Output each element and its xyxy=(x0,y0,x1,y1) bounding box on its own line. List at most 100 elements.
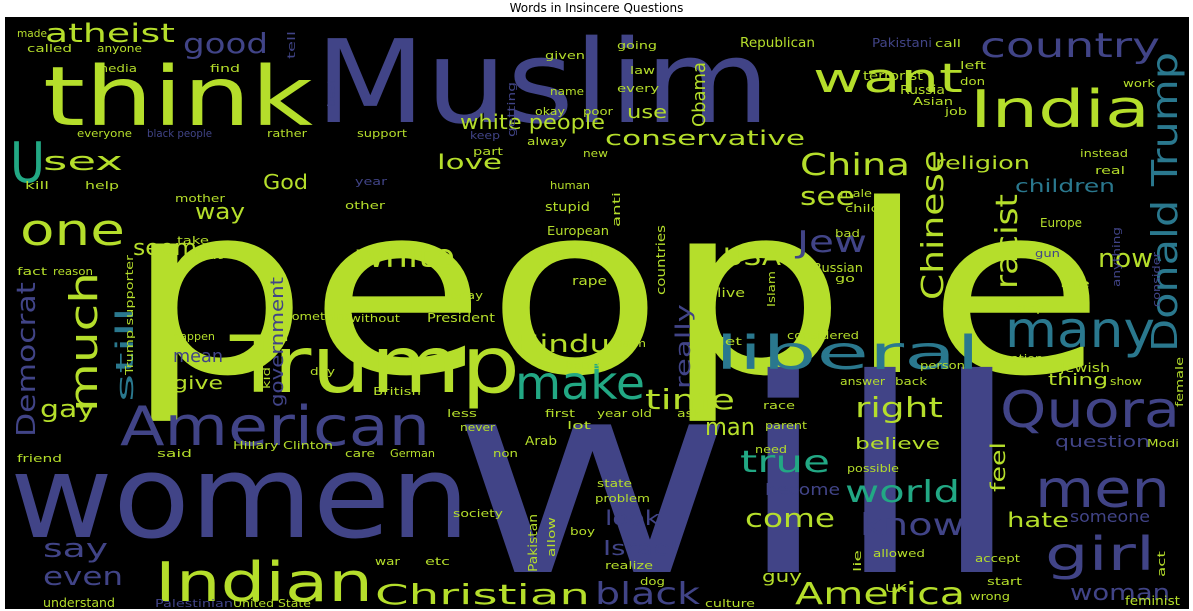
word-someone: someone xyxy=(1070,507,1150,526)
word-getting: getting xyxy=(505,82,518,137)
word-let: let xyxy=(720,335,743,348)
word-real: real xyxy=(1095,164,1125,177)
word-hate: hate xyxy=(1007,508,1069,532)
word-going: going xyxy=(617,39,657,52)
word-parent: parent xyxy=(765,419,808,432)
word-best: best xyxy=(325,78,338,107)
word-law: law xyxy=(630,64,655,77)
word-atheist: atheist xyxy=(45,19,175,49)
word-girl: girl xyxy=(1045,527,1155,581)
word-jewish: Jewish xyxy=(1059,361,1110,375)
word-made: made xyxy=(17,27,47,40)
word-hindu: Hindu xyxy=(515,330,610,358)
word-german: German xyxy=(390,447,435,460)
word-christian: Christian xyxy=(375,578,590,609)
word-true: true xyxy=(740,445,830,480)
word-consider: consider xyxy=(1150,251,1163,307)
word-government: government xyxy=(267,277,288,407)
word-countries: countries xyxy=(654,225,668,295)
word-indian: Indian xyxy=(155,551,373,609)
word-stop: stop xyxy=(1015,302,1045,315)
word-come: come xyxy=(745,504,835,534)
word-wrong: wrong xyxy=(970,590,1010,603)
word-boy: boy xyxy=(570,525,596,538)
word-way: way xyxy=(195,200,245,225)
word-etc: etc xyxy=(425,555,450,568)
word-hillary-clinton: Hillary Clinton xyxy=(233,439,333,452)
word-care: care xyxy=(345,447,375,460)
word-trump: Trump xyxy=(229,321,520,411)
word-state: state xyxy=(597,477,632,490)
word-media: media xyxy=(95,62,137,75)
word-act: act xyxy=(1155,550,1168,577)
word-something: something xyxy=(285,310,353,323)
word-person: person xyxy=(920,359,965,372)
word-trump-supporter: Trump supporter xyxy=(123,254,136,376)
word-answer: answer xyxy=(840,375,886,388)
word-chinese: Chinese xyxy=(916,150,951,300)
word-sex: sex xyxy=(43,147,123,177)
word-pakistan: Pakistan xyxy=(526,514,540,572)
cloud-background xyxy=(5,17,1189,609)
word-seem: seem xyxy=(133,236,197,261)
word-really: really xyxy=(671,304,695,389)
word-better: better xyxy=(565,359,606,372)
word-allow: allow xyxy=(545,517,558,557)
word-will: will xyxy=(450,321,1025,609)
word-happen: happen xyxy=(173,330,215,343)
word-problem: problem xyxy=(595,492,650,505)
word-gun: gun xyxy=(1035,247,1060,260)
word-friend: friend xyxy=(17,452,62,465)
word-country: country xyxy=(980,26,1160,66)
word-cloud-canvas: people will Muslim women Trump think Ind… xyxy=(5,17,1189,609)
word-use: use xyxy=(627,102,667,123)
word-dog: dog xyxy=(640,575,665,588)
word-stupid: stupid xyxy=(545,200,590,214)
word-rather: rather xyxy=(267,127,308,140)
word-black-people: black people xyxy=(147,127,212,140)
word-america: America xyxy=(795,577,965,609)
word-look: look xyxy=(605,506,661,530)
word-actually: actually xyxy=(545,247,604,260)
word-white-people: white people xyxy=(460,110,605,134)
word-india: India xyxy=(970,80,1150,140)
word-u: U xyxy=(10,131,45,196)
word-question: question xyxy=(1055,432,1150,451)
word-kid: kid xyxy=(260,367,273,389)
word-want: want xyxy=(813,56,963,102)
word-anti: anti xyxy=(610,192,623,227)
word-part: part xyxy=(473,145,504,158)
word-good: good xyxy=(183,27,268,60)
word-without: without xyxy=(350,312,401,325)
word-think: think xyxy=(43,50,314,145)
word-women: women xyxy=(10,431,470,565)
word-nation: nation xyxy=(1003,352,1043,365)
word-palestinian: Palestinian xyxy=(155,597,233,609)
word-woman: woman xyxy=(1070,581,1170,606)
word-need: need xyxy=(755,443,787,456)
word-black: black xyxy=(595,577,701,609)
word-arab: Arab xyxy=(525,434,557,448)
word-new: new xyxy=(583,147,608,160)
word-live: live xyxy=(717,286,745,300)
word-life: life xyxy=(1060,277,1090,290)
word-much: much xyxy=(62,272,106,412)
word-claim: claim xyxy=(612,337,646,350)
cloud-title: Words in Insincere Questions xyxy=(509,1,684,15)
word-don: don xyxy=(960,75,985,88)
word-male: male xyxy=(840,187,872,200)
word-feel: feel xyxy=(986,442,1010,492)
word-men: men xyxy=(1035,460,1170,520)
word-know: know xyxy=(860,508,965,543)
word-less: less xyxy=(447,407,477,420)
word-always: alway xyxy=(527,135,568,148)
word-european: European xyxy=(547,224,609,238)
word-mother: mother xyxy=(175,192,226,205)
word-first: first xyxy=(545,407,576,420)
word-thing: thing xyxy=(1048,370,1108,389)
word-world: world xyxy=(845,475,960,510)
word-china: China xyxy=(800,148,910,183)
word-go: go xyxy=(835,272,855,285)
word-donald-trump: Donald Trump xyxy=(1145,52,1186,352)
word-say: say xyxy=(43,534,108,564)
